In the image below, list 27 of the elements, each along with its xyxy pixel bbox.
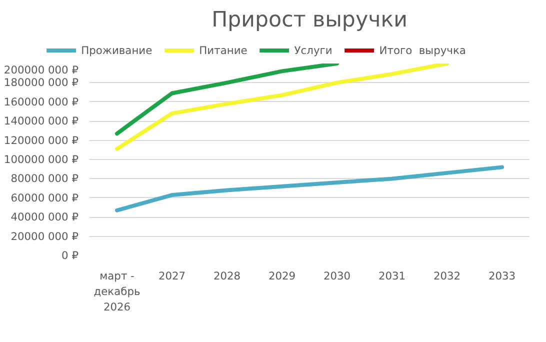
x-tick-label: 2030 xyxy=(323,270,351,282)
legend-label: Услуги xyxy=(294,44,332,56)
y-tick-label: 80000 000 ₽ xyxy=(10,172,79,186)
y-tick-label: 160000 000 ₽ xyxy=(4,95,79,108)
line-series xyxy=(115,64,449,151)
y-tick-label: 200000 000 ₽ xyxy=(4,64,79,76)
x-tick-label: 2029 xyxy=(268,270,296,282)
y-tick-label: 60000 000 ₽ xyxy=(10,191,79,204)
y-tick-label: 20000 000 ₽ xyxy=(10,230,79,243)
y-tick-label: 180000 000 ₽ xyxy=(4,76,79,90)
legend-label: Проживание xyxy=(81,44,152,56)
y-tick-label: 0 ₽ xyxy=(62,249,79,262)
x-tick-label: 2032 xyxy=(433,270,461,282)
y-tick-label: 120000 000 ₽ xyxy=(4,134,79,147)
y-tick-label: 100000 000 ₽ xyxy=(4,153,79,166)
y-tick-label: 40000 000 ₽ xyxy=(10,210,79,224)
chart-title: Прирост выручки xyxy=(212,8,408,32)
x-tick-label: 2027 xyxy=(158,270,186,282)
x-tick-label: 2033 xyxy=(488,270,516,282)
legend-label: Итого выручка xyxy=(379,44,466,56)
line-series xyxy=(115,64,339,136)
line-series xyxy=(115,165,504,212)
x-tick-label: март - декабрь 2026 xyxy=(94,270,140,314)
x-tick-label: 2028 xyxy=(213,270,241,282)
legend-label: Питание xyxy=(199,44,248,56)
y-tick-label: 140000 000 ₽ xyxy=(4,114,79,128)
x-tick-label: 2031 xyxy=(378,270,406,282)
